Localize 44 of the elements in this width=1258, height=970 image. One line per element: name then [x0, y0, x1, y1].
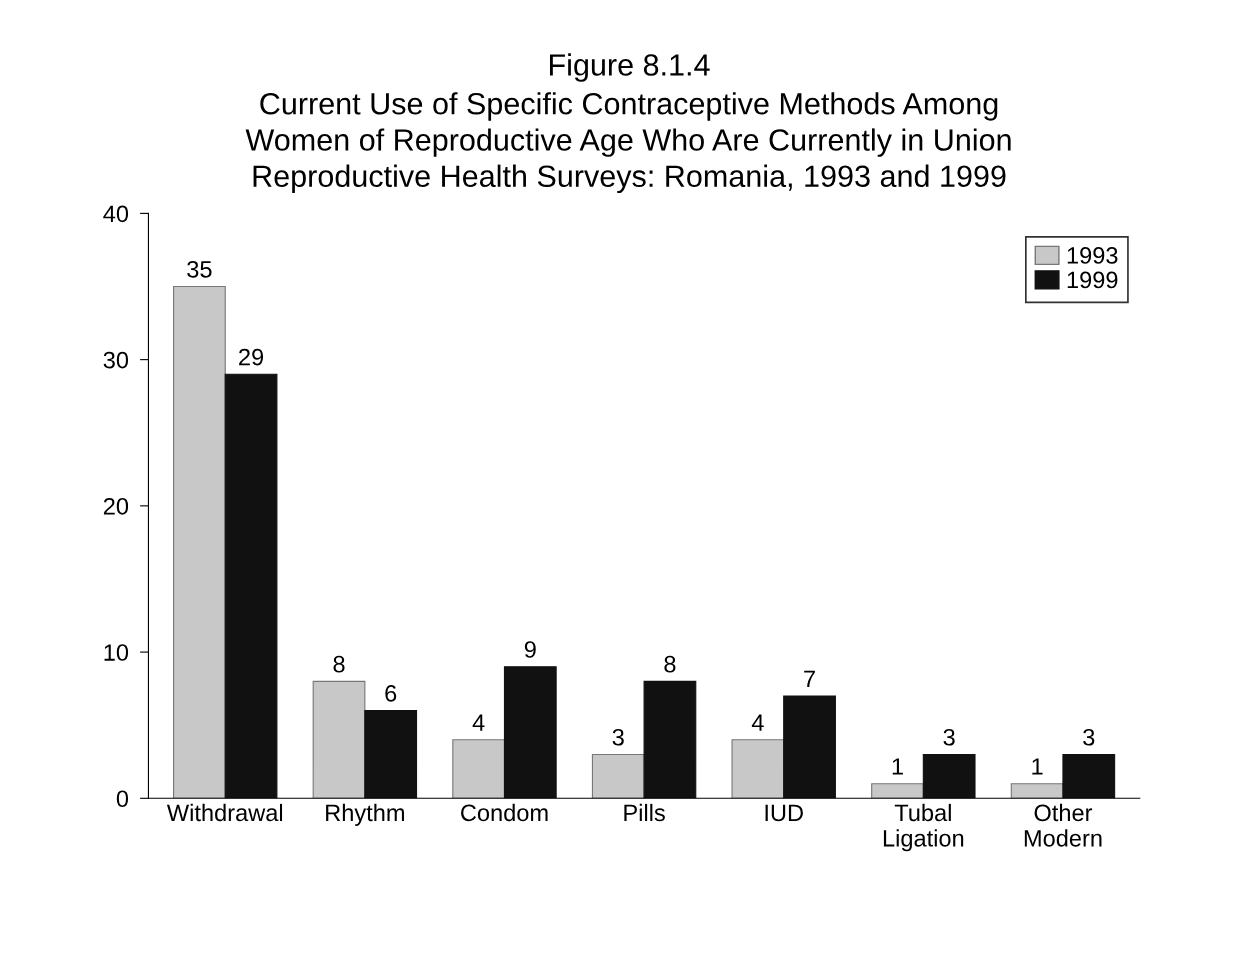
bar [871, 783, 924, 799]
bar [173, 285, 226, 799]
y-tick-label: 10 [104, 644, 129, 661]
bar [312, 680, 366, 799]
bar [643, 680, 697, 799]
bar [1010, 783, 1064, 799]
data-label: 7 [804, 670, 815, 687]
data-label: 1 [892, 758, 903, 775]
bar [783, 695, 836, 799]
bar [1062, 753, 1116, 799]
data-label: 8 [664, 655, 676, 673]
bar [731, 739, 785, 799]
x-tick-label: Withdrawal [166, 803, 283, 822]
data-label: 3 [1083, 728, 1095, 746]
bar [364, 710, 418, 799]
data-label: 1 [1032, 758, 1043, 775]
bar [452, 739, 506, 799]
data-label: 8 [333, 655, 345, 673]
y-tick-label: 0 [116, 790, 129, 808]
data-label: 4 [751, 714, 764, 731]
data-label: 4 [472, 714, 485, 731]
x-tick-label: IUD [765, 804, 803, 822]
bar [224, 373, 278, 799]
chart-title: Figure 8.1.4 [549, 53, 710, 82]
data-label: 3 [943, 728, 955, 746]
y-tick-label: 30 [103, 351, 129, 369]
y-tick-label: 20 [103, 497, 129, 515]
bar [503, 666, 557, 799]
x-tick-label: Tubal Ligation [883, 803, 964, 852]
data-label: 3 [612, 728, 624, 746]
x-tick-label: Condom [461, 803, 548, 822]
legend-label: 1993 [1067, 247, 1118, 264]
y-tick-label: 40 [103, 205, 129, 223]
data-label: 6 [385, 685, 397, 702]
bar [591, 753, 645, 799]
data-label: 9 [524, 641, 536, 658]
data-label: 29 [239, 348, 264, 366]
chart-subtitle: Current Use of Specific Contraceptive Methods Among Women of Reproductive Age Who Are Currently in Union Reproductive Health Surveys: Romania, 1993 and 1999 [245, 92, 1011, 194]
data-label: 35 [187, 260, 212, 278]
x-tick-label: Other Modern [1024, 803, 1102, 847]
bar [922, 753, 976, 799]
legend-label: 1999 [1067, 271, 1118, 289]
x-tick-label: Rhythm [326, 803, 404, 826]
x-tick-label: Pills [624, 803, 665, 822]
